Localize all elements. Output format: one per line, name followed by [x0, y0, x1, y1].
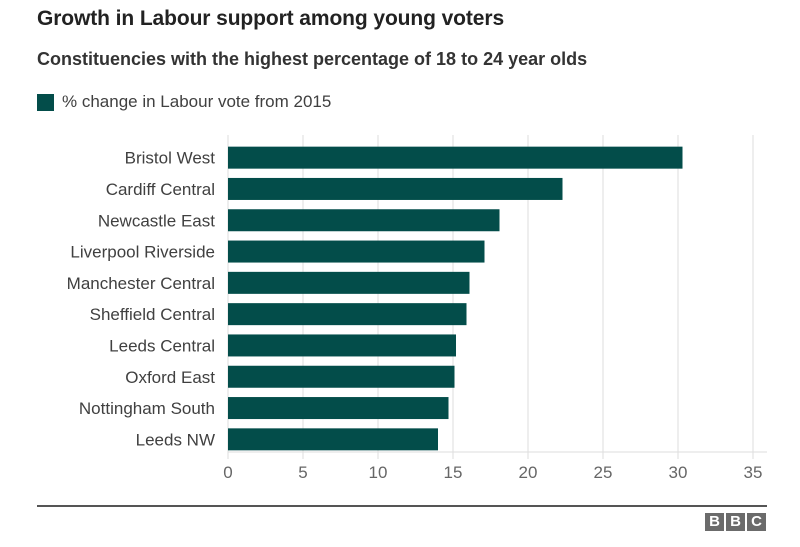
x-tick-label: 30 — [669, 463, 688, 482]
bar — [228, 397, 449, 420]
x-tick-label: 25 — [594, 463, 613, 482]
category-label: Nottingham South — [79, 399, 215, 418]
chart-title: Growth in Labour support among young vot… — [37, 7, 505, 30]
bar — [228, 177, 563, 200]
bbc-logo-letter: B — [705, 513, 724, 531]
bar — [228, 240, 485, 263]
x-tick-label: 5 — [298, 463, 307, 482]
category-label: Bristol West — [125, 149, 216, 168]
bar — [228, 428, 438, 451]
bar — [228, 303, 467, 326]
x-tick-label: 0 — [223, 463, 232, 482]
bbc-logo: B B C — [705, 513, 766, 531]
legend-label: % change in Labour vote from 2015 — [62, 92, 332, 111]
legend: % change in Labour vote from 2015 — [37, 92, 331, 112]
bbc-logo-letter: C — [747, 513, 766, 531]
category-label: Newcastle East — [98, 211, 215, 230]
x-tick-label: 35 — [744, 463, 763, 482]
bar — [228, 365, 455, 388]
category-label: Sheffield Central — [90, 305, 215, 324]
footer-divider — [37, 505, 767, 507]
x-tick-label: 10 — [369, 463, 388, 482]
category-label: Liverpool Riverside — [70, 243, 215, 262]
bbc-logo-letter: B — [726, 513, 745, 531]
category-label: Leeds Central — [109, 336, 215, 355]
x-tick-label: 20 — [519, 463, 538, 482]
bar — [228, 146, 683, 169]
bar — [228, 334, 456, 357]
category-label: Cardiff Central — [106, 180, 215, 199]
bar — [228, 209, 500, 232]
chart-subtitle: Constituencies with the highest percenta… — [37, 49, 588, 69]
category-label: Oxford East — [125, 368, 215, 387]
x-tick-label: 15 — [444, 463, 463, 482]
category-label: Manchester Central — [67, 274, 215, 293]
bar — [228, 271, 470, 294]
legend-swatch — [37, 93, 54, 111]
category-label: Leeds NW — [136, 430, 215, 449]
